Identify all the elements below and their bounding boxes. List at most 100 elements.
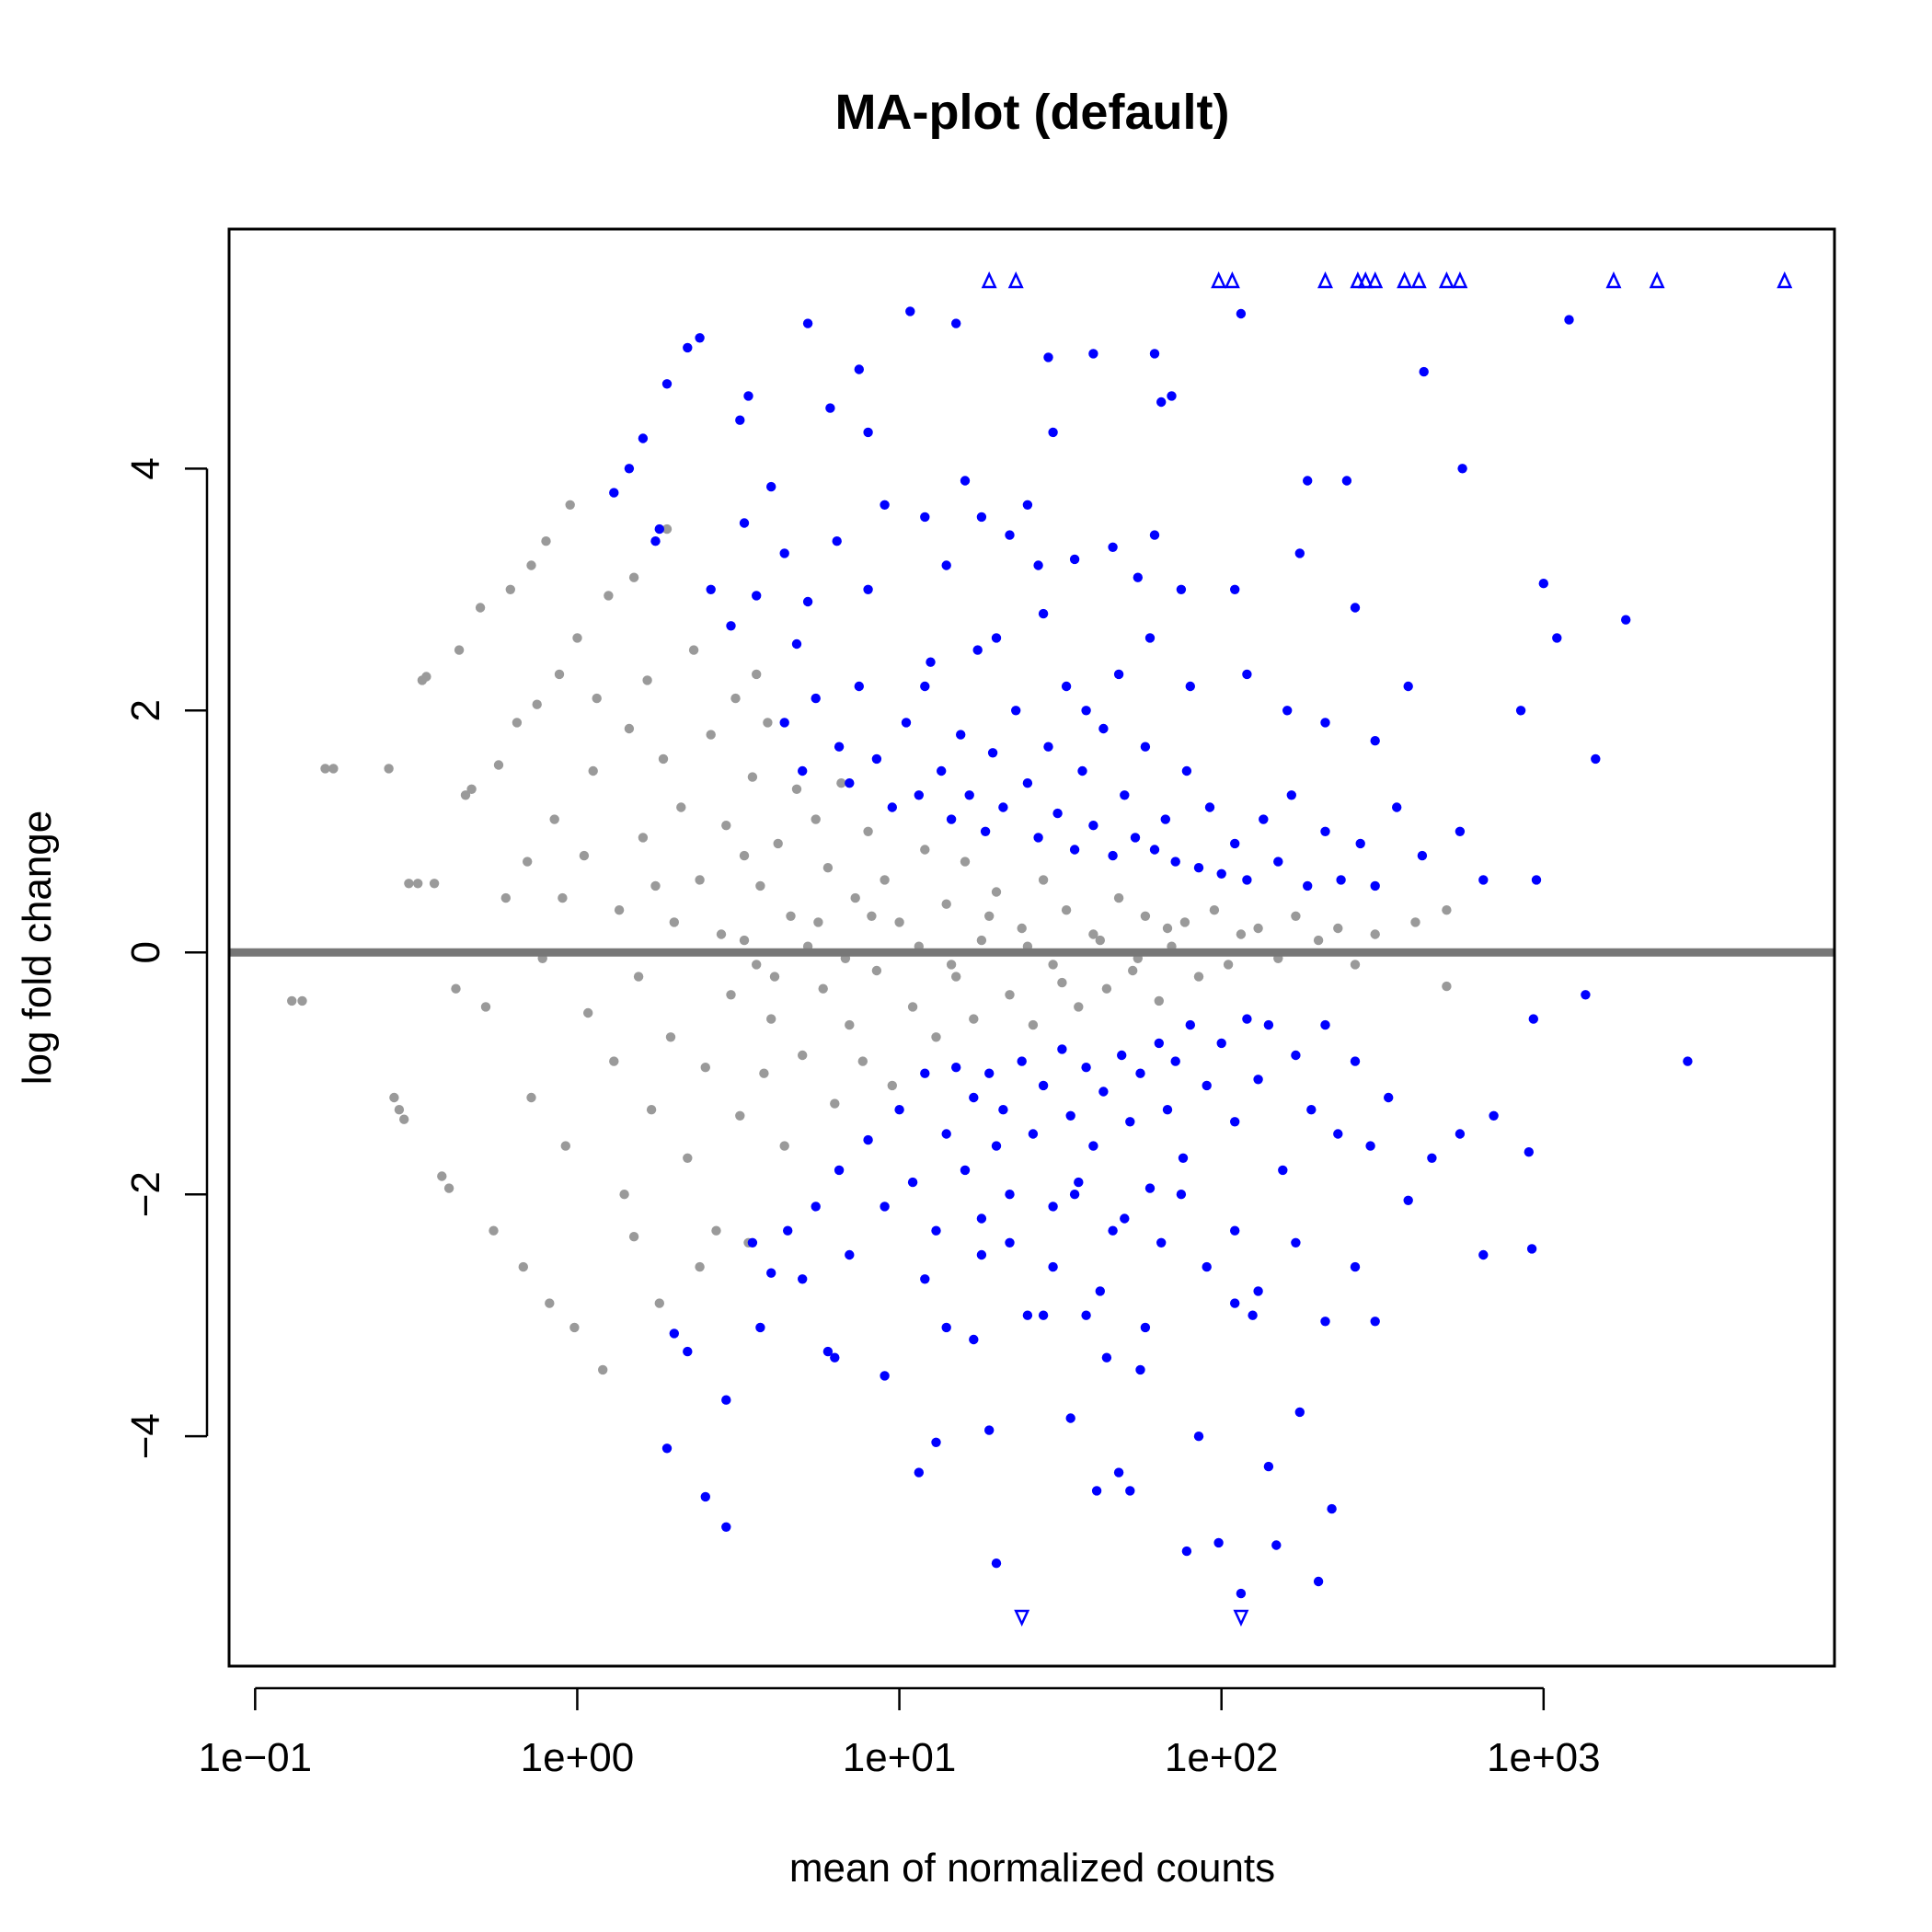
data-point: [1167, 391, 1177, 401]
data-point: [739, 935, 750, 946]
data-point: [747, 1237, 758, 1248]
data-point: [834, 742, 845, 752]
data-point: [1149, 349, 1160, 359]
data-point: [1242, 875, 1252, 885]
data-point: [1271, 1540, 1282, 1550]
data-point: [822, 1346, 834, 1357]
data-point: [588, 765, 598, 776]
data-point: [791, 784, 802, 794]
data-point: [854, 364, 864, 374]
data-point: [1581, 990, 1591, 1000]
data-point: [565, 500, 575, 510]
data-point: [1403, 681, 1413, 692]
data-point: [880, 500, 890, 510]
data-point: [1077, 765, 1087, 776]
data-point: [969, 1014, 979, 1024]
clipped-point-up-triangle: [1007, 271, 1024, 289]
data-point: [404, 879, 414, 889]
data-point: [1216, 1038, 1226, 1049]
data-point: [1303, 880, 1313, 891]
data-point: [1427, 1153, 1437, 1164]
data-point: [1065, 1413, 1075, 1423]
data-point: [1455, 1129, 1466, 1139]
data-point: [1370, 736, 1380, 746]
data-point: [1457, 464, 1467, 474]
data-point: [706, 584, 716, 594]
data-point: [1101, 983, 1112, 994]
data-point: [475, 603, 486, 613]
data-point: [695, 333, 705, 343]
data-point: [1038, 1080, 1049, 1091]
data-point: [1370, 880, 1380, 891]
data-point: [1069, 845, 1080, 855]
data-point: [1313, 935, 1324, 946]
data-point: [646, 1105, 657, 1115]
data-point: [1489, 1110, 1499, 1121]
data-point: [1022, 500, 1033, 510]
data-point: [1621, 615, 1631, 625]
data-point: [769, 972, 780, 982]
data-point: [822, 863, 834, 873]
data-point: [658, 753, 669, 765]
y-tick-label: 2: [123, 699, 168, 721]
data-point: [850, 892, 860, 903]
data-point: [1185, 681, 1196, 692]
data-point: [1213, 1537, 1224, 1548]
clipped-point-up-triangle: [1367, 271, 1384, 289]
data-point: [661, 379, 673, 389]
clipped-point-up-triangle: [1350, 271, 1366, 289]
data-point: [1552, 633, 1562, 643]
data-point: [920, 1068, 930, 1078]
data-point: [628, 1232, 639, 1242]
data-point: [743, 391, 753, 401]
data-point: [972, 645, 983, 655]
data-point: [811, 814, 821, 824]
data-point: [845, 778, 855, 788]
data-point: [907, 1177, 918, 1188]
data-point: [863, 584, 873, 594]
data-point: [1038, 875, 1049, 885]
data-point: [1091, 1486, 1102, 1496]
data-point: [526, 560, 536, 570]
data-point: [669, 917, 679, 927]
data-point: [1074, 1177, 1084, 1188]
data-point: [1524, 1147, 1535, 1157]
data-point: [726, 990, 736, 1000]
data-point: [931, 1032, 941, 1042]
data-point: [1113, 892, 1124, 903]
data-point: [946, 960, 957, 970]
data-point: [832, 536, 842, 546]
data-point: [946, 814, 957, 824]
data-point: [735, 415, 745, 425]
data-point: [665, 1032, 676, 1042]
data-point: [1384, 1092, 1394, 1103]
data-point: [863, 427, 873, 438]
data-point: [969, 1334, 979, 1345]
data-point: [976, 512, 987, 523]
data-point: [1442, 905, 1452, 915]
x-tick-label: 1e+02: [1165, 1735, 1279, 1780]
data-point: [1236, 1588, 1247, 1599]
data-point: [1248, 1310, 1258, 1320]
data-point: [1065, 1110, 1075, 1121]
data-point: [920, 845, 930, 855]
data-point: [1069, 554, 1080, 565]
data-point: [583, 1007, 593, 1018]
data-point: [1033, 560, 1043, 570]
data-point: [791, 638, 802, 650]
data-point: [1108, 850, 1118, 861]
data-point: [1442, 981, 1452, 992]
clipped-point-down-triangle: [1233, 1609, 1249, 1627]
data-point: [700, 1491, 710, 1502]
data-point: [1230, 1117, 1240, 1127]
chart-title: MA-plot (default): [835, 85, 1230, 140]
data-point: [1181, 765, 1192, 776]
data-point: [1320, 1019, 1330, 1030]
data-point: [716, 929, 727, 939]
data-point: [1478, 875, 1489, 885]
data-point: [1057, 1044, 1067, 1054]
data-point: [941, 899, 951, 909]
data-point: [894, 1105, 904, 1115]
data-point: [880, 1371, 890, 1381]
data-point: [1478, 1249, 1489, 1260]
